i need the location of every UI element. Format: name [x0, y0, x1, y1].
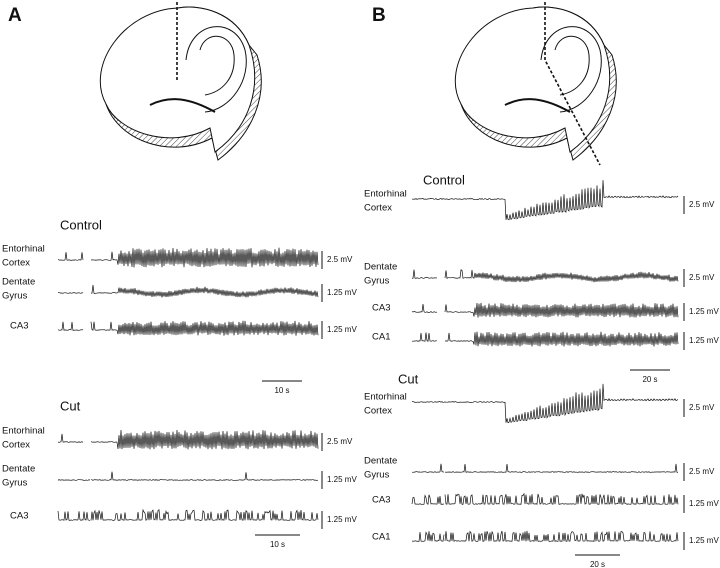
time-scale-label: 10 s	[274, 386, 289, 395]
time-scale-label: 10 s	[270, 540, 285, 549]
condition-title: Cut	[398, 371, 419, 386]
region-label: Dentate	[2, 277, 35, 288]
panel-label: A	[8, 5, 22, 26]
voltage-scale-label: 2.5 mV	[689, 200, 715, 209]
region-label: Entorhinal	[364, 392, 407, 403]
region-label: Entorhinal	[364, 189, 407, 200]
trace	[411, 269, 679, 283]
region-label: Dentate	[364, 456, 397, 467]
trace	[411, 180, 679, 221]
voltage-scale-label: 1.25 mV	[689, 336, 719, 345]
trace	[411, 530, 679, 542]
condition-title: Cut	[60, 398, 81, 413]
trace	[412, 331, 679, 347]
trace	[411, 302, 679, 318]
condition-title: Control	[60, 217, 102, 232]
region-label: Cortex	[364, 406, 392, 417]
voltage-scale-label: 2.5 mV	[689, 273, 715, 282]
region-label: Gyrus	[2, 478, 28, 489]
voltage-scale-label: 2.5 mV	[327, 437, 353, 446]
region-label: Cortex	[2, 258, 30, 269]
region-label: Dentate	[2, 464, 35, 475]
time-scale-label: 20 s	[642, 375, 657, 384]
region-label: Gyrus	[364, 470, 390, 481]
region-label: Gyrus	[2, 291, 28, 302]
voltage-scale-label: 2.5 mV	[327, 255, 353, 264]
voltage-scale-label: 1.25 mV	[689, 536, 719, 545]
trace	[57, 508, 319, 521]
region-label: CA3	[10, 511, 28, 522]
voltage-scale-label: 2.5 mV	[689, 467, 715, 476]
voltage-scale-label: 1.25 mV	[327, 325, 357, 334]
voltage-scale-label: 1.25 mV	[327, 515, 357, 524]
region-label: Gyrus	[364, 276, 390, 287]
brain-slice-a	[99, 2, 262, 161]
region-label: CA3	[372, 303, 390, 314]
condition-title: Control	[423, 172, 465, 187]
region-label: Cortex	[364, 203, 392, 214]
trace	[57, 471, 319, 481]
region-label: CA3	[372, 495, 390, 506]
time-scale-label: 20 s	[590, 560, 605, 568]
trace	[411, 463, 679, 473]
voltage-scale-label: 1.25 mV	[689, 499, 719, 508]
panel-label: B	[372, 5, 386, 26]
trace	[57, 284, 319, 298]
region-label: Dentate	[364, 262, 397, 273]
region-label: Cortex	[2, 440, 30, 451]
region-label: Entorhinal	[2, 244, 45, 255]
trace	[411, 383, 679, 424]
voltage-scale-label: 1.25 mV	[327, 288, 357, 297]
region-label: CA3	[10, 321, 28, 332]
region-label: CA1	[372, 332, 390, 343]
voltage-scale-label: 1.25 mV	[327, 475, 357, 484]
brain-slice-b	[454, 2, 617, 166]
trace	[57, 247, 319, 268]
region-label: Entorhinal	[2, 426, 45, 437]
voltage-scale-label: 2.5 mV	[689, 403, 715, 412]
voltage-scale-label: 1.25 mV	[689, 307, 719, 316]
trace	[57, 320, 319, 336]
trace	[57, 429, 319, 450]
region-label: CA1	[372, 532, 390, 543]
trace	[411, 492, 679, 505]
